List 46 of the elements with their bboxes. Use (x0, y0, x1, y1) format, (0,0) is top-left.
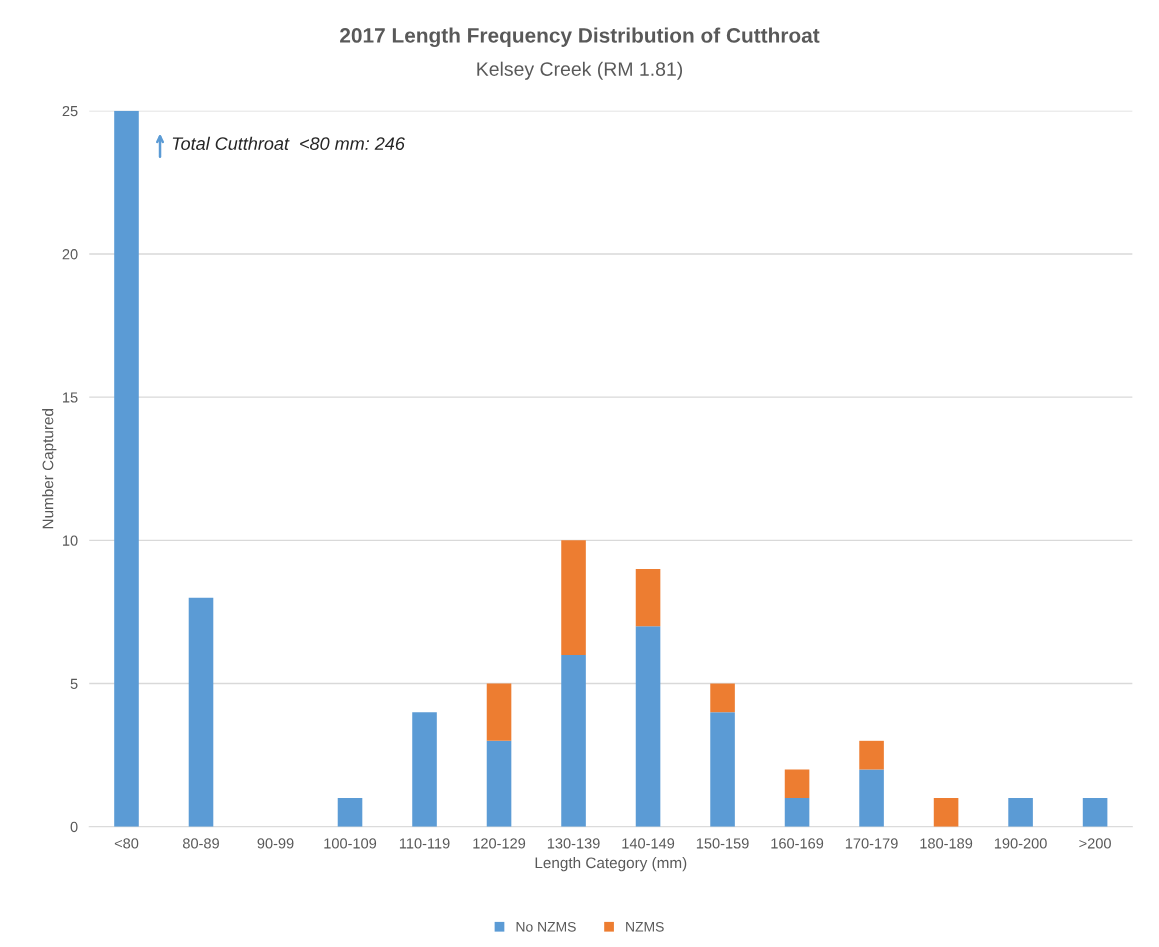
x-tick-label: 100-109 (324, 838, 377, 849)
x-tick-label: 170-179 (845, 838, 898, 849)
y-tick-label: 25 (62, 105, 78, 117)
bar (561, 540, 586, 655)
chart-subtitle: Kelsey Creek (RM 1.81) (477, 61, 683, 80)
bar (337, 798, 363, 827)
x-tick-label: 180-189 (920, 838, 973, 849)
bar (635, 626, 661, 827)
x-tick-label: 110-119 (399, 838, 450, 849)
x-tick-label: 150-159 (696, 838, 749, 849)
bar (561, 654, 586, 827)
bar (859, 740, 884, 770)
bar (933, 798, 959, 827)
bar (710, 683, 735, 713)
bar (412, 712, 437, 827)
bar (114, 110, 139, 827)
x-tick-label: 120-129 (473, 838, 526, 849)
y-tick-label: 0 (70, 821, 78, 833)
x-axis-title: Length Category (mm) (535, 856, 687, 872)
bar (486, 740, 512, 827)
chart-title: 2017 Length Frequency Distribution of Cutthroat (340, 27, 820, 48)
x-tick-label: >200 (1079, 838, 1111, 849)
bar (635, 569, 661, 627)
x-tick-label: 130-139 (547, 838, 600, 849)
x-tick-label: 80-89 (182, 838, 219, 849)
legend-label: No NZMS (516, 921, 576, 932)
bar (784, 769, 810, 799)
x-tick-label: 190-200 (994, 838, 1047, 849)
x-tick-label: 160-169 (771, 838, 824, 849)
legend-label: NZMS (626, 921, 664, 932)
bar (784, 798, 810, 827)
bar (710, 712, 735, 827)
x-tick-label: <80 (114, 838, 139, 849)
annotation: Total Cutthroat <80 mm: 246 (172, 136, 405, 151)
x-tick-label: 90-99 (257, 838, 294, 849)
x-tick-label: 140-149 (622, 838, 675, 849)
bar (486, 683, 512, 741)
y-tick-label: 10 (63, 535, 78, 546)
y-tick-label: 5 (70, 678, 78, 689)
bar (859, 769, 884, 827)
bar (188, 597, 214, 827)
y-axis-title: Number Captured (42, 409, 57, 529)
y-tick-label: 20 (62, 249, 78, 260)
bar (1008, 798, 1033, 827)
y-tick-label: 15 (63, 392, 78, 403)
bar (1082, 798, 1108, 827)
